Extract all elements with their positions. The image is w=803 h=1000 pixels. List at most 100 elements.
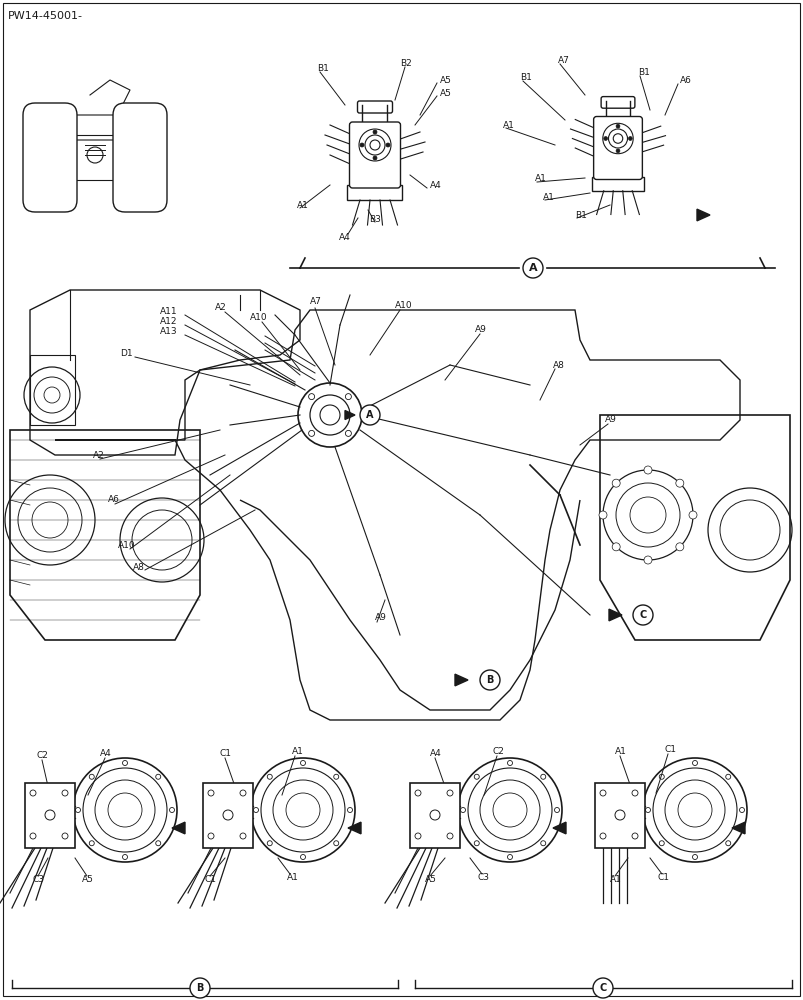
Text: A: A	[528, 263, 536, 273]
Circle shape	[373, 130, 377, 134]
FancyBboxPatch shape	[30, 355, 75, 425]
Circle shape	[643, 556, 651, 564]
Text: B1: B1	[574, 211, 586, 220]
Circle shape	[675, 479, 683, 487]
FancyBboxPatch shape	[601, 791, 638, 840]
Circle shape	[373, 156, 377, 160]
Text: A1: A1	[534, 174, 546, 183]
FancyBboxPatch shape	[37, 116, 63, 199]
Text: B2: B2	[400, 59, 411, 68]
Circle shape	[479, 670, 499, 690]
Circle shape	[688, 511, 696, 519]
Polygon shape	[731, 822, 744, 834]
Text: C1: C1	[220, 750, 232, 758]
Text: C3: C3	[478, 874, 489, 882]
Text: A10: A10	[250, 314, 267, 322]
Circle shape	[628, 137, 631, 140]
FancyBboxPatch shape	[591, 177, 643, 191]
Circle shape	[522, 258, 542, 278]
Text: C: C	[638, 610, 646, 620]
Circle shape	[385, 143, 389, 147]
Circle shape	[643, 466, 651, 474]
Text: C3: C3	[33, 876, 45, 884]
Text: A7: A7	[557, 56, 569, 65]
Text: B: B	[196, 983, 203, 993]
Text: A2: A2	[214, 304, 226, 312]
Text: C: C	[598, 983, 606, 993]
Text: A1: A1	[291, 748, 304, 756]
FancyBboxPatch shape	[594, 783, 644, 848]
Circle shape	[308, 394, 314, 400]
Text: B3: B3	[369, 216, 381, 225]
Text: A9: A9	[475, 326, 487, 334]
Text: A4: A4	[430, 181, 441, 190]
Text: C1: C1	[657, 874, 669, 882]
Text: A1: A1	[614, 748, 626, 756]
Text: B1: B1	[638, 68, 649, 77]
Circle shape	[675, 543, 683, 551]
Text: PW14-45001-: PW14-45001-	[8, 11, 83, 21]
Text: A1: A1	[287, 874, 299, 882]
Text: A9: A9	[604, 416, 616, 424]
Text: A: A	[366, 410, 373, 420]
Text: A5: A5	[439, 76, 451, 85]
FancyBboxPatch shape	[209, 791, 247, 840]
Text: A4: A4	[100, 750, 112, 758]
FancyBboxPatch shape	[31, 791, 69, 840]
Polygon shape	[172, 822, 185, 834]
Text: A8: A8	[552, 360, 565, 369]
FancyBboxPatch shape	[415, 791, 454, 840]
Text: A5: A5	[439, 89, 451, 98]
Text: A9: A9	[374, 613, 386, 622]
Circle shape	[611, 543, 619, 551]
Circle shape	[615, 149, 619, 153]
Circle shape	[345, 430, 351, 436]
Text: D1: D1	[120, 349, 132, 358]
Polygon shape	[344, 410, 355, 420]
Circle shape	[611, 479, 619, 487]
Text: A11: A11	[160, 308, 177, 316]
Text: A5: A5	[82, 876, 94, 884]
Text: A1: A1	[296, 200, 308, 210]
Text: A10: A10	[394, 300, 412, 310]
FancyBboxPatch shape	[347, 185, 402, 200]
Circle shape	[593, 978, 612, 998]
Polygon shape	[696, 209, 709, 221]
FancyBboxPatch shape	[25, 783, 75, 848]
Text: B1: B1	[520, 73, 532, 82]
Polygon shape	[454, 674, 467, 686]
Text: A7: A7	[310, 298, 321, 306]
Text: A6: A6	[679, 76, 691, 85]
Circle shape	[190, 978, 210, 998]
Circle shape	[615, 124, 619, 128]
Polygon shape	[608, 609, 622, 621]
Circle shape	[603, 137, 607, 140]
Text: C1: C1	[664, 746, 676, 754]
Text: A4: A4	[339, 232, 350, 241]
Text: A13: A13	[160, 328, 177, 336]
Text: A12: A12	[160, 318, 177, 326]
Circle shape	[632, 605, 652, 625]
FancyBboxPatch shape	[113, 103, 167, 212]
Circle shape	[308, 430, 314, 436]
Polygon shape	[348, 822, 361, 834]
Text: A1: A1	[542, 192, 554, 202]
FancyBboxPatch shape	[357, 101, 392, 113]
Circle shape	[360, 405, 380, 425]
Circle shape	[598, 511, 606, 519]
Circle shape	[360, 143, 364, 147]
Circle shape	[345, 394, 351, 400]
Text: A5: A5	[425, 876, 436, 884]
FancyBboxPatch shape	[202, 783, 253, 848]
Text: C2: C2	[37, 752, 49, 760]
FancyBboxPatch shape	[23, 103, 77, 212]
FancyBboxPatch shape	[410, 783, 459, 848]
FancyBboxPatch shape	[601, 97, 634, 108]
FancyBboxPatch shape	[349, 122, 400, 188]
Polygon shape	[552, 822, 565, 834]
FancyBboxPatch shape	[65, 135, 124, 180]
Text: A10: A10	[118, 540, 136, 550]
FancyBboxPatch shape	[593, 117, 642, 180]
Text: B: B	[486, 675, 493, 685]
Text: C1: C1	[205, 876, 217, 884]
